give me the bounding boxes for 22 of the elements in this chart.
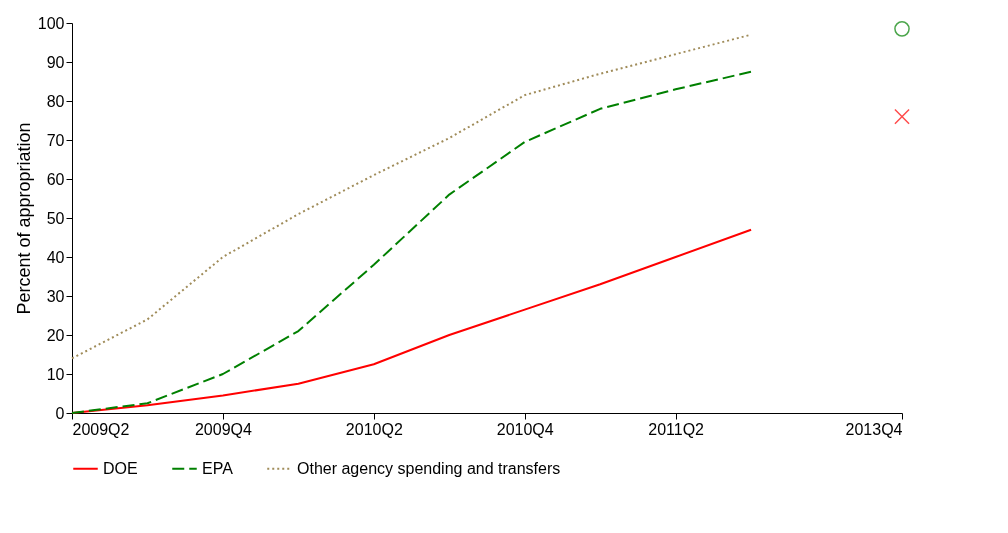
x-tick-label: 2010Q4 xyxy=(496,420,554,438)
y-tick-label: 70 xyxy=(46,131,65,149)
y-tick-label: 100 xyxy=(37,14,65,32)
line-series xyxy=(71,70,753,414)
y-tick-label: 20 xyxy=(46,326,65,344)
y-tick-label: 80 xyxy=(46,92,65,110)
legend-label: Other agency spending and transfers xyxy=(297,459,561,477)
x-tick-label: 2013Q4 xyxy=(845,420,903,438)
x-tick-label: 2009Q2 xyxy=(72,420,130,438)
y-tick-label: 40 xyxy=(46,248,65,266)
y-tick-label: 90 xyxy=(46,53,65,71)
y-axis-title: Percent of appropriation xyxy=(13,122,34,315)
legend-label: EPA xyxy=(202,459,234,477)
y-tick-label: 0 xyxy=(55,404,65,422)
y-tick-label: 30 xyxy=(46,287,65,305)
y-tick-label: 10 xyxy=(46,365,65,383)
x-tick-label: 2010Q2 xyxy=(345,420,403,438)
legend-label: DOE xyxy=(103,459,138,477)
y-tick-label: 60 xyxy=(46,170,65,188)
y-tick-label: 50 xyxy=(46,209,65,227)
x-tick-label: 2009Q4 xyxy=(194,420,252,438)
x-tick-label: 2011Q2 xyxy=(648,420,705,438)
